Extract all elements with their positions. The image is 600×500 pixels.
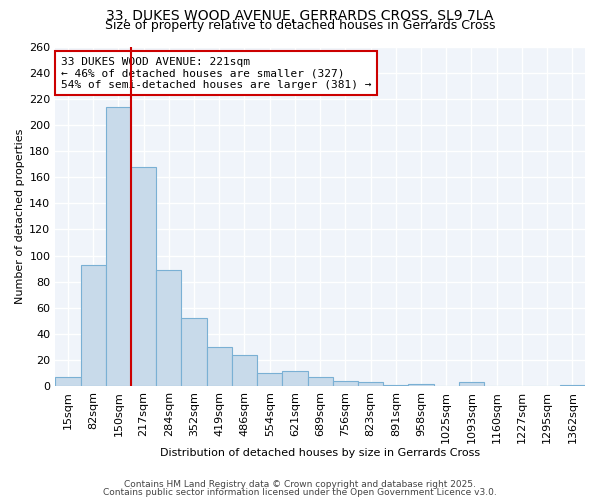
Y-axis label: Number of detached properties: Number of detached properties — [15, 128, 25, 304]
Bar — [55, 377, 80, 386]
Bar — [106, 106, 131, 386]
Bar — [283, 370, 308, 386]
Bar — [257, 374, 283, 386]
Bar — [206, 347, 232, 387]
Bar — [308, 377, 333, 386]
Text: Contains HM Land Registry data © Crown copyright and database right 2025.: Contains HM Land Registry data © Crown c… — [124, 480, 476, 489]
Bar — [409, 384, 434, 386]
X-axis label: Distribution of detached houses by size in Gerrards Cross: Distribution of detached houses by size … — [160, 448, 480, 458]
Bar — [560, 385, 585, 386]
Bar — [459, 382, 484, 386]
Bar — [333, 381, 358, 386]
Bar — [131, 167, 156, 386]
Bar — [358, 382, 383, 386]
Bar — [80, 265, 106, 386]
Text: Contains public sector information licensed under the Open Government Licence v3: Contains public sector information licen… — [103, 488, 497, 497]
Bar — [156, 270, 181, 386]
Bar — [383, 385, 409, 386]
Bar — [181, 318, 206, 386]
Text: 33, DUKES WOOD AVENUE, GERRARDS CROSS, SL9 7LA: 33, DUKES WOOD AVENUE, GERRARDS CROSS, S… — [106, 9, 494, 23]
Text: 33 DUKES WOOD AVENUE: 221sqm
← 46% of detached houses are smaller (327)
54% of s: 33 DUKES WOOD AVENUE: 221sqm ← 46% of de… — [61, 56, 371, 90]
Text: Size of property relative to detached houses in Gerrards Cross: Size of property relative to detached ho… — [105, 19, 495, 32]
Bar — [232, 355, 257, 386]
